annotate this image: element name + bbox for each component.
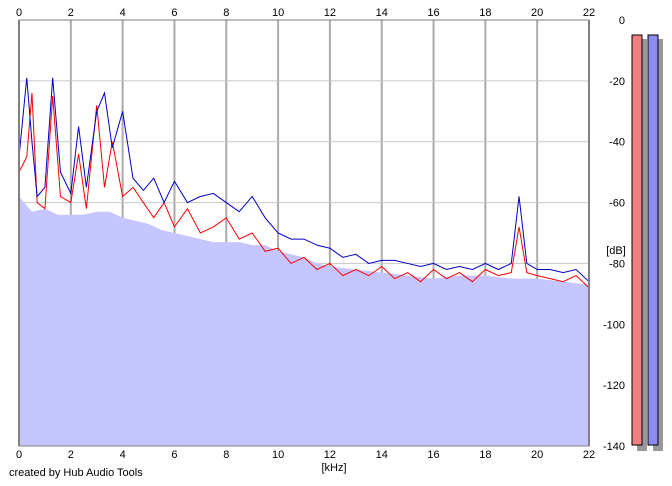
series-layer: [18, 77, 590, 446]
spectrum-fill-area: [19, 196, 589, 446]
x-tick-top-4: 4: [120, 7, 126, 19]
x-tick-bottom-16: 16: [427, 449, 439, 461]
series-line-L: [18, 92, 590, 289]
credit-text: created by Hub Audio Tools: [9, 467, 143, 479]
series-line-R: [18, 77, 590, 283]
x-tick-top-8: 8: [223, 7, 229, 19]
x-tick-bottom-8: 8: [223, 449, 229, 461]
y-tick--80: -80: [609, 258, 625, 270]
x-tick-bottom-14: 14: [376, 449, 388, 461]
x-tick-top-18: 18: [479, 7, 491, 19]
y-axis-ticks: 0 -20 -40 -60 -80 -100 -120 -140: [603, 15, 625, 453]
x-tick-top-2: 2: [68, 7, 74, 19]
x-tick-bottom-2: 2: [68, 449, 74, 461]
meter-left: [631, 34, 643, 446]
x-tick-bottom-22: 22: [583, 449, 595, 461]
x-tick-bottom-4: 4: [120, 449, 126, 461]
x-tick-top-16: 16: [427, 7, 439, 19]
x-tick-bottom-20: 20: [531, 449, 543, 461]
x-tick-top-14: 14: [376, 7, 388, 19]
x-tick-bottom-0: 0: [16, 449, 22, 461]
level-meters: [631, 34, 663, 451]
y-axis-label: [dB]: [606, 245, 626, 257]
y-tick--100: -100: [603, 319, 625, 331]
y-tick-0: 0: [619, 15, 625, 27]
y-tick--120: -120: [603, 380, 625, 392]
x-tick-top-6: 6: [171, 7, 177, 19]
y-tick--60: -60: [609, 198, 625, 210]
y-tick--40: -40: [609, 137, 625, 149]
x-tick-top-10: 10: [272, 7, 284, 19]
x-tick-top-12: 12: [324, 7, 336, 19]
x-tick-top-20: 20: [531, 7, 543, 19]
plot-frame: [18, 19, 590, 447]
x-tick-bottom-6: 6: [171, 449, 177, 461]
y-tick--20: -20: [609, 76, 625, 88]
meter-right: [647, 34, 659, 446]
x-tick-bottom-12: 12: [324, 449, 336, 461]
x-tick-bottom-18: 18: [479, 449, 491, 461]
x-tick-top-22: 22: [583, 7, 595, 19]
x-tick-bottom-10: 10: [272, 449, 284, 461]
x-axis-label: [kHz]: [321, 462, 346, 474]
y-tick--140: -140: [603, 441, 625, 453]
x-tick-top-0: 0: [16, 7, 22, 19]
